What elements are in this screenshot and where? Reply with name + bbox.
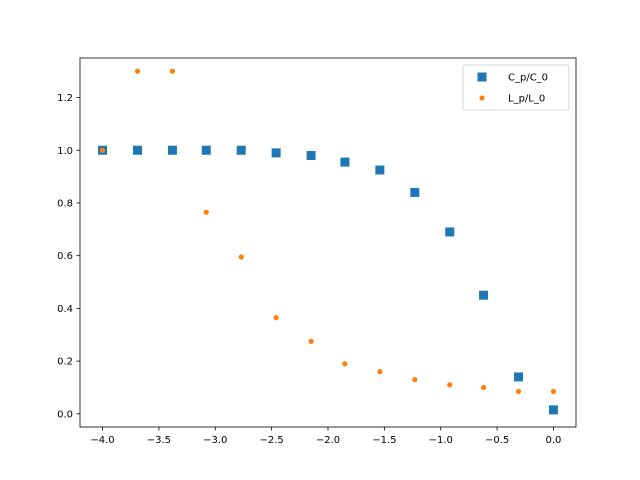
data-point-square	[548, 405, 558, 415]
data-point-square	[479, 290, 489, 300]
data-point-square	[340, 157, 350, 167]
x-tick-label: −1.5	[372, 435, 396, 446]
data-point-circle	[134, 68, 141, 74]
y-tick-label: 0.6	[57, 251, 73, 262]
y-tick-label: 0.2	[57, 357, 73, 368]
y-tick-label: 0.4	[57, 304, 73, 315]
x-tick-label: −2.5	[259, 435, 283, 446]
data-point-square	[410, 187, 420, 197]
data-point-circle	[412, 376, 418, 383]
legend-marker-circle	[479, 95, 485, 101]
x-tick-label: 0.0	[546, 435, 562, 446]
data-point-circle	[342, 361, 348, 367]
data-point-square	[236, 145, 246, 155]
x-tick-label: −1.0	[429, 435, 453, 446]
legend-box	[462, 64, 570, 111]
data-point-circle	[273, 315, 279, 321]
legend: C_p/C_0 L_p/L_0	[462, 64, 570, 111]
data-point-square	[132, 145, 142, 155]
x-tick-label: −3.0	[203, 435, 227, 446]
data-point-circle	[515, 388, 522, 395]
x-tick-label: −4.0	[90, 435, 114, 446]
data-point-square	[514, 372, 524, 382]
data-point-circle	[169, 68, 176, 74]
data-point-square	[306, 151, 316, 161]
data-point-circle	[203, 209, 209, 215]
legend-marker-square	[477, 72, 487, 82]
data-point-circle	[447, 382, 453, 388]
data-point-circle	[480, 384, 487, 391]
data-point-circle	[99, 147, 106, 153]
data-point-square	[201, 145, 211, 155]
y-tick-label: 1.0	[57, 146, 73, 157]
data-point-circle	[308, 338, 314, 344]
y-tick-label: 0.8	[57, 198, 73, 209]
data-point-square	[375, 165, 385, 175]
data-point-circle	[238, 254, 244, 260]
x-tick-label: −2.0	[316, 435, 340, 446]
x-tick-label: −3.5	[147, 435, 171, 446]
data-point-circle	[377, 369, 383, 375]
data-point-square	[271, 148, 281, 158]
data-point-circle	[550, 388, 557, 395]
data-point-square	[445, 227, 455, 237]
legend-label: C_p/C_0	[508, 73, 548, 84]
x-tick-label: −0.5	[485, 435, 509, 446]
legend-label: L_p/L_0	[508, 94, 545, 105]
plot-marks	[98, 68, 558, 415]
data-point-square	[167, 145, 177, 155]
y-tick-label: 1.2	[57, 93, 73, 104]
axes: −4.0 −3.5 −3.0 −2.5 −2.0 −1.5 −1.0 −0.5 0.0 0.0 0.…	[57, 57, 577, 446]
y-tick-label: 0.0	[57, 409, 73, 420]
